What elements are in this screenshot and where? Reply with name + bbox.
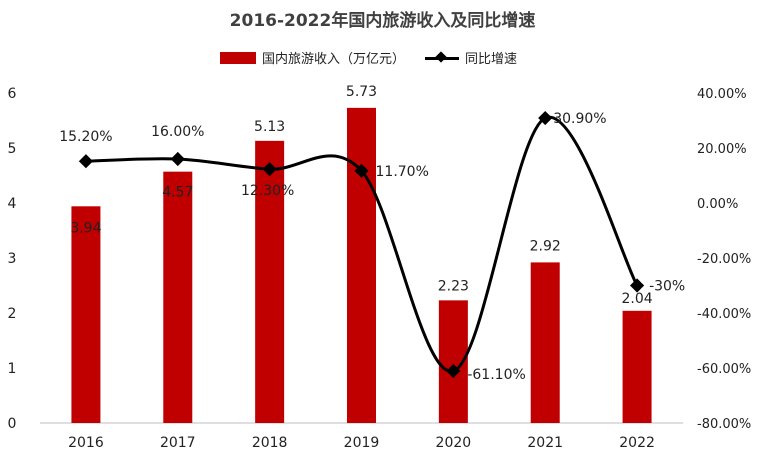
bar-value-label: 2.92 — [530, 238, 561, 254]
x-tick-label: 2022 — [619, 435, 655, 451]
y-left-tick-label: 4 — [8, 196, 17, 212]
bar-value-label: 5.13 — [254, 119, 285, 135]
bar — [347, 107, 376, 423]
line-value-label: 16.00% — [151, 124, 204, 140]
bar-value-label: 4.57 — [162, 185, 193, 201]
growth-marker — [170, 151, 185, 167]
y-right-tick-label: 40.00% — [697, 87, 747, 102]
y-left-tick-label: 1 — [8, 361, 17, 377]
y-left-tick-label: 0 — [8, 416, 17, 432]
bar-value-label: 5.73 — [346, 84, 377, 100]
legend-line-label: 同比增速 — [465, 52, 518, 67]
line-value-label: 15.20% — [59, 129, 112, 145]
growth-marker — [630, 278, 645, 293]
chart-legend: 国内旅游收入（万亿元） 同比增速 — [220, 48, 517, 67]
line-value-label: 11.70% — [376, 164, 429, 180]
x-tick-label: 2021 — [527, 435, 563, 451]
y-right-tick-label: 20.00% — [697, 142, 747, 157]
x-tick-label: 2019 — [344, 435, 380, 451]
bar-value-label: 2.23 — [438, 278, 469, 294]
y-right-tick-label: -60.00% — [697, 362, 751, 377]
legend-bar-label: 国内旅游收入（万亿元） — [262, 52, 406, 67]
bar-value-label: 2.04 — [621, 291, 652, 307]
growth-marker — [354, 163, 369, 178]
x-tick-label: 2017 — [160, 435, 196, 451]
growth-marker — [538, 110, 553, 126]
bar — [622, 310, 652, 423]
bar-value-label: 3.94 — [70, 220, 101, 236]
line-value-label: -30% — [649, 279, 685, 295]
x-tick-label: 2020 — [436, 435, 472, 451]
y-left-tick-label: 6 — [8, 86, 17, 102]
y-right-tick-label: -80.00% — [697, 417, 751, 432]
y-right-tick-label: 0.00% — [697, 197, 738, 212]
bar — [255, 140, 285, 423]
legend-bar-swatch — [220, 51, 256, 64]
y-left-tick-label: 3 — [8, 251, 17, 267]
bar — [163, 171, 193, 423]
x-tick-label: 2016 — [68, 435, 104, 451]
legend-line-swatch — [425, 50, 460, 64]
line-value-label: 12.30% — [241, 183, 294, 199]
bar — [71, 206, 101, 423]
y-left-tick-label: 2 — [8, 306, 17, 322]
x-tick-label: 2018 — [252, 435, 288, 451]
bar — [530, 262, 560, 423]
growth-marker — [78, 154, 93, 169]
growth-marker — [446, 363, 461, 379]
growth-marker — [262, 162, 277, 177]
growth-line — [85, 115, 639, 373]
y-right-tick-label: -40.00% — [697, 307, 751, 322]
y-left-tick-label: 5 — [8, 141, 17, 157]
chart-title: 2016-2022年国内旅游收入及同比增速 — [229, 11, 536, 31]
line-value-label: -61.10% — [467, 367, 525, 383]
y-right-tick-label: -20.00% — [697, 252, 751, 267]
line-value-label: 30.90% — [553, 111, 606, 127]
